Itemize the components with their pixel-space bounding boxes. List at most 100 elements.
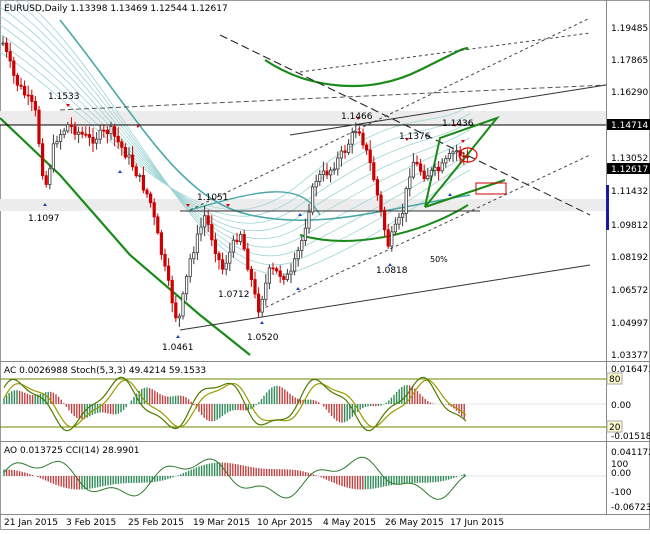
date-label: 21 Jan 2015: [4, 518, 58, 528]
candle-body: [166, 265, 171, 281]
candle-body: [181, 293, 185, 317]
fractal-up: [453, 124, 457, 127]
fractal-down: [260, 321, 264, 324]
candle-body: [238, 234, 243, 242]
candle-body: [271, 267, 275, 270]
candle-body: [249, 268, 253, 280]
candle-body: [84, 133, 88, 136]
candle-body: [51, 143, 56, 170]
fractal-up: [136, 125, 140, 128]
candle-body: [174, 302, 178, 319]
candle-body: [253, 279, 257, 295]
candle-body: [12, 60, 16, 76]
stoch-main-line: [3, 376, 467, 432]
cci-line: [3, 456, 467, 500]
candle-body: [195, 233, 199, 254]
candle-body: [307, 211, 311, 229]
candle-body: [339, 150, 344, 159]
ma-green-down: [0, 117, 251, 356]
annotation: 1.1051: [197, 193, 229, 203]
date-label: 4 May 2015: [323, 518, 376, 528]
drawing-objects[interactable]: [0, 0, 607, 356]
trend-line-support: [179, 264, 591, 331]
candle-body: [95, 138, 99, 144]
candle-body: [134, 166, 138, 177]
candle-body: [285, 273, 290, 280]
candle-body: [156, 216, 160, 234]
current-price-label: 1.12617: [611, 165, 648, 175]
trend-line-dotted: [259, 154, 591, 311]
fractal-down: [298, 213, 302, 216]
candle-body: [429, 169, 434, 177]
price-axis[interactable]: 1.19485 1.17865 1.16290 1.13052 1.11432 …: [611, 24, 648, 361]
candle-body: [130, 154, 135, 168]
candle-body: [354, 131, 358, 134]
candle-body: [314, 181, 318, 188]
candle-body: [148, 193, 153, 204]
ma-line: [0, 24, 471, 232]
ac-axis-label: 0.0164739: [611, 365, 650, 375]
candle-body: [289, 270, 293, 275]
fractal-down: [388, 263, 392, 266]
candle-body: [274, 268, 279, 272]
annotation: 1.1466: [341, 112, 373, 122]
candle-body: [188, 258, 192, 277]
candle-body: [66, 124, 70, 132]
annotation: 50%: [430, 255, 448, 264]
candle-body: [343, 150, 347, 153]
candle-body: [192, 252, 196, 260]
candle-body: [346, 143, 351, 153]
ma-line: [14, 0, 471, 266]
ac-stoch-panel[interactable]: [0, 376, 606, 432]
candle-body: [206, 215, 210, 225]
candle-body: [87, 134, 91, 138]
candle-body: [260, 298, 264, 313]
candlesticks: [1, 36, 470, 327]
candle-body: [350, 132, 354, 145]
candle-body: [336, 157, 340, 170]
candle-body: [37, 109, 41, 145]
annotation: 1.0520: [247, 333, 279, 343]
candle-body: [408, 176, 412, 189]
date-label: 10 Apr 2015: [257, 518, 313, 528]
candle-body: [328, 169, 333, 176]
price-label: 1.04997: [611, 319, 648, 329]
candle-body: [145, 189, 149, 195]
candle-body: [415, 161, 419, 165]
candle-body: [184, 276, 189, 295]
candle-body: [386, 229, 390, 247]
candle-body: [33, 101, 38, 111]
candle-body: [199, 226, 203, 235]
candle-body: [113, 126, 117, 137]
candle-body: [267, 267, 272, 284]
candle-body: [458, 150, 462, 157]
candle-body: [454, 150, 459, 153]
candle-body: [26, 94, 30, 97]
ma-line: [0, 33, 471, 224]
candle-body: [418, 163, 423, 172]
candle-body: [91, 136, 95, 144]
date-label: 3 Feb 2015: [66, 518, 116, 528]
candle-body: [48, 168, 52, 185]
price-label: 1.16290: [611, 88, 648, 98]
candle-body: [220, 259, 225, 270]
candle-body: [235, 239, 239, 242]
ao-cci-panel[interactable]: [0, 456, 606, 500]
price-label: 1.06572: [611, 286, 648, 296]
candle-body: [462, 155, 466, 158]
candle-body: [30, 94, 34, 102]
ac-header: AC 0.0026988 Stoch(5,3,3) 49.4214 59.153…: [4, 366, 206, 376]
annotation: 1.1533: [48, 92, 80, 102]
fractal-down: [176, 335, 180, 338]
candle-body: [62, 130, 66, 135]
time-axis[interactable]: 21 Jan 2015 3 Feb 2015 25 Feb 2015 19 Ma…: [4, 518, 504, 528]
stoch-level-80-tag: [606, 372, 623, 385]
annotation: 1.1376: [399, 132, 431, 142]
trend-line-dashed: [219, 34, 591, 216]
candle-body: [224, 262, 228, 270]
annotation: 1.1097: [28, 214, 60, 224]
ao-axis-label: 0.00: [611, 469, 631, 479]
channel-line: [289, 84, 607, 136]
